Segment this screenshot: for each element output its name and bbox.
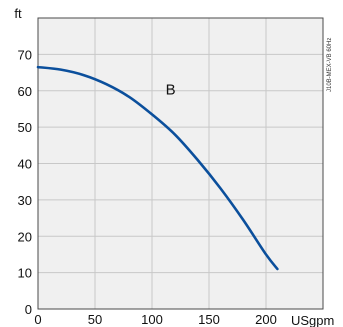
x-tick-labels: 0 50 100 150 200 [34,312,276,327]
series-layer: B [36,65,279,271]
y-tick-label: 70 [18,47,32,62]
y-tick-labels: 0 10 20 30 40 50 60 70 [18,47,32,317]
series-label-b: B [166,81,176,98]
x-tick-label: 50 [88,312,102,327]
x-tick-label: 100 [141,312,163,327]
x-axis-unit: USgpm [291,313,334,327]
y-tick-label: 60 [18,84,32,99]
series-line-b [36,65,279,271]
y-tick-label: 0 [25,302,32,317]
chart-side-note: J10B-MEX-VB 60Hz [327,38,333,92]
y-tick-label: 10 [18,266,32,281]
grid [38,18,323,309]
y-tick-label: 40 [18,157,32,172]
y-tick-label: 30 [18,193,32,208]
axes [37,17,324,310]
y-axis-unit: ft [14,6,22,21]
x-tick-label: 150 [198,312,220,327]
y-tick-label: 50 [18,120,32,135]
x-tick-label: 0 [34,312,41,327]
x-tick-label: 200 [255,312,277,327]
plot-frame [37,17,324,310]
y-tick-label: 20 [18,229,32,244]
